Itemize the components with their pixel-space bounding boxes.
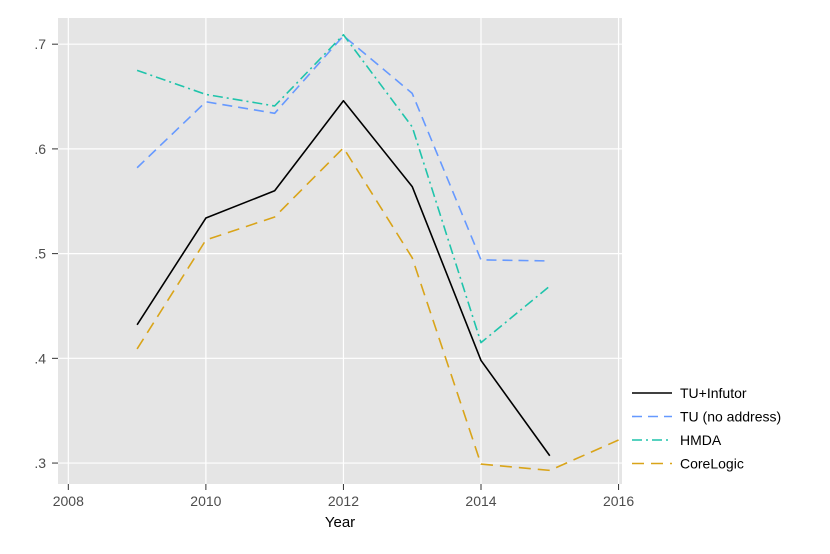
grid-lines	[58, 18, 622, 484]
y-tick-label: .6	[34, 141, 46, 157]
x-tick-label: 2010	[190, 493, 221, 509]
legend-label: TU (no address)	[680, 409, 781, 425]
series-lines	[136, 33, 619, 472]
x-tick-label: 2012	[328, 493, 359, 509]
legend: TU+Infutor TU (no address) HMDA CoreLogic	[632, 385, 781, 472]
y-tick-labels: .3 .4 .5 .6 .7	[34, 36, 46, 471]
series-line-corelogic	[136, 147, 619, 472]
legend-label: HMDA	[680, 432, 722, 448]
y-tick-label: .5	[34, 246, 46, 262]
series-line-hmda	[136, 33, 551, 344]
x-tick-label: 2016	[603, 493, 634, 509]
plot-background	[58, 18, 622, 484]
y-tick-label: .4	[34, 350, 46, 366]
x-axis-title: Year	[325, 514, 355, 531]
legend-label: TU+Infutor	[680, 385, 747, 401]
legend-label: CoreLogic	[680, 456, 744, 472]
y-tick-label: .7	[34, 36, 46, 52]
y-tick-label: .3	[34, 455, 46, 471]
series-line-tu-infutor	[136, 99, 551, 457]
x-tick-label: 2014	[465, 493, 496, 509]
axes	[52, 43, 620, 490]
x-tick-label: 2008	[53, 493, 84, 509]
x-tick-labels: 2008 2010 2012 2014 2016	[53, 493, 635, 509]
